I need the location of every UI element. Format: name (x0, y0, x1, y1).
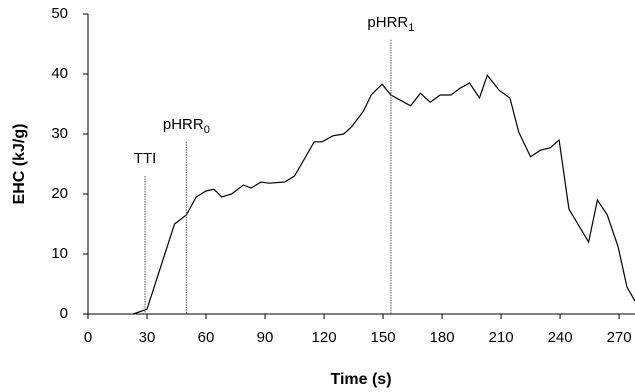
annotation-text: TTI (134, 150, 157, 167)
annotation-label: pHRR1 (367, 14, 414, 34)
x-tick-label: 270 (607, 329, 632, 346)
y-tick-label: 30 (51, 125, 68, 142)
y-tick-label: 10 (51, 245, 68, 262)
x-tick-label: 120 (312, 329, 337, 346)
x-tick-label: 60 (198, 329, 215, 346)
data-line (133, 73, 635, 315)
annotation-text: pHRR (163, 116, 204, 133)
y-axis-title: EHC (kJ/g) (11, 124, 28, 205)
y-tick-label: 20 (51, 185, 68, 202)
x-tick-label: 210 (489, 329, 514, 346)
x-tick-label: 90 (257, 329, 274, 346)
x-tick-label: 150 (371, 329, 396, 346)
annotation-subscript: 1 (408, 22, 414, 34)
x-tick-label: 30 (139, 329, 156, 346)
x-tick-label: 180 (430, 329, 455, 346)
y-tick-label: 0 (60, 305, 68, 322)
x-axis-title: Time (s) (330, 371, 391, 388)
y-tick-label: 40 (51, 65, 68, 82)
y-tick-label: 50 (51, 5, 68, 22)
annotation-subscript: 0 (204, 124, 210, 136)
annotation-text: pHRR (367, 14, 408, 31)
x-tick-label: 240 (548, 329, 573, 346)
annotation-label: pHRR0 (163, 116, 210, 136)
x-tick-label: 0 (84, 329, 92, 346)
annotation-label: TTI (134, 150, 157, 167)
